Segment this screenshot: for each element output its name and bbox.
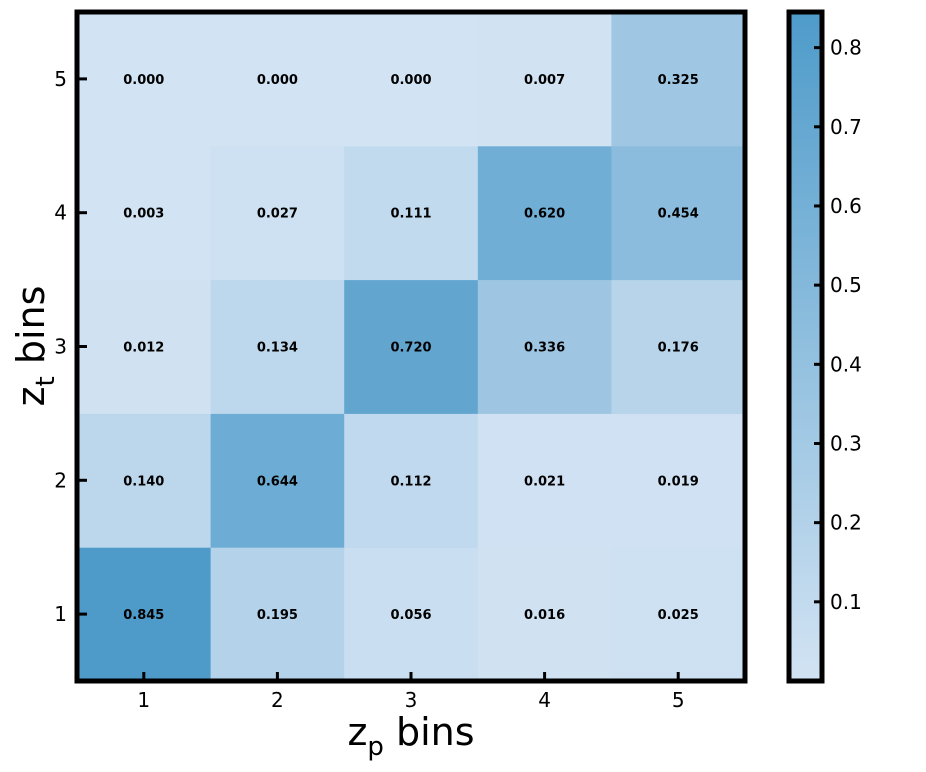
- heatmap-cell: [611, 547, 746, 682]
- heatmap-cell: [344, 12, 479, 147]
- y-tick-label: 1: [54, 602, 67, 626]
- x-tick-label: 5: [672, 688, 685, 712]
- heatmap-cell-labels: 0.845 0.195 0.056 0.016 0.025 0.140 0.644 0.112…: [123, 73, 699, 623]
- cell-value-label: 0.720: [390, 341, 431, 356]
- cell-value-label: 0.003: [123, 207, 164, 222]
- cell-value-label: 0.025: [658, 608, 699, 623]
- heatmap-cell: [611, 145, 746, 281]
- heatmap-cell: [611, 12, 746, 147]
- colorbar-tick-label: 0.4: [830, 352, 862, 376]
- cell-value-label: 0.140: [123, 474, 164, 489]
- heatmap-cell: [344, 547, 479, 682]
- heatmap-cell: [210, 547, 345, 682]
- heatmap-cell: [77, 12, 212, 147]
- heatmap-cell: [477, 279, 612, 414]
- heatmap-cell: [611, 413, 746, 548]
- x-tick-label: 4: [538, 688, 551, 712]
- cell-value-label: 0.000: [390, 73, 431, 88]
- y-axis-title: zt bins: [9, 286, 61, 407]
- cell-value-label: 0.336: [524, 341, 565, 356]
- cell-value-label: 0.027: [257, 207, 298, 222]
- heatmap-cells: [77, 12, 746, 682]
- cell-value-label: 0.007: [524, 73, 565, 88]
- cell-value-label: 0.016: [524, 608, 565, 623]
- x-axis-title: zp bins: [347, 710, 474, 762]
- cell-value-label: 0.056: [390, 608, 431, 623]
- colorbar-tick-label: 0.6: [830, 194, 862, 218]
- heatmap-cell: [210, 413, 345, 548]
- y-tick-label: 2: [54, 468, 67, 492]
- colorbar-frame: [786, 9, 825, 684]
- y-tick-label: 4: [54, 201, 67, 225]
- heatmap-cell: [210, 12, 345, 147]
- cell-value-label: 0.012: [123, 341, 164, 356]
- heatmap-cell: [77, 547, 212, 682]
- y-tick-label: 5: [54, 67, 67, 91]
- heatmap-cell: [477, 413, 612, 548]
- heatmap-cell: [344, 279, 479, 414]
- heatmap-cell: [77, 279, 212, 414]
- heatmap-cell: [477, 145, 612, 281]
- heatmap-cell: [210, 279, 345, 414]
- heatmap-cell: [77, 413, 212, 548]
- x-tick-label: 2: [271, 688, 284, 712]
- heatmap-cell: [344, 145, 479, 281]
- colorbar-ticks: 0.1 0.2 0.3 0.4 0.5 0.6 0.7 0.8: [814, 36, 862, 614]
- y-tick-label: 3: [54, 335, 67, 359]
- cell-value-label: 0.176: [658, 341, 699, 356]
- x-axis-ticks: 1 2 3 4 5: [137, 672, 685, 712]
- x-tick-label: 3: [405, 688, 418, 712]
- cell-value-label: 0.644: [257, 474, 298, 489]
- cell-value-label: 0.845: [123, 608, 164, 623]
- heatmap-cell: [210, 145, 345, 281]
- cell-value-label: 0.019: [658, 474, 699, 489]
- cell-value-label: 0.000: [123, 73, 164, 88]
- heatmap-cell: [477, 547, 612, 682]
- cell-value-label: 0.454: [658, 207, 699, 222]
- cell-value-label: 0.111: [390, 207, 431, 222]
- cell-value-label: 0.112: [390, 474, 431, 489]
- heatmap-cell: [344, 413, 479, 548]
- cell-value-label: 0.000: [257, 73, 298, 88]
- heatmap-cell: [477, 12, 612, 147]
- colorbar-tick-label: 0.7: [830, 115, 862, 139]
- colorbar-tick-label: 0.2: [830, 511, 862, 535]
- cell-value-label: 0.134: [257, 341, 298, 356]
- cell-value-label: 0.325: [658, 73, 699, 88]
- x-tick-label: 1: [137, 688, 150, 712]
- cell-value-label: 0.620: [524, 207, 565, 222]
- heatmap-cell: [77, 145, 212, 281]
- colorbar-tick-label: 0.1: [830, 590, 862, 614]
- cell-value-label: 0.021: [524, 474, 565, 489]
- colorbar-gradient: [789, 12, 822, 681]
- cell-value-label: 0.195: [257, 608, 298, 623]
- colorbar-tick-label: 0.8: [830, 36, 862, 60]
- heatmap-cell: [611, 279, 746, 414]
- colorbar-tick-label: 0.3: [830, 431, 862, 455]
- colorbar-tick-label: 0.5: [830, 273, 862, 297]
- y-axis-ticks: 1 2 3 4 5: [54, 67, 87, 626]
